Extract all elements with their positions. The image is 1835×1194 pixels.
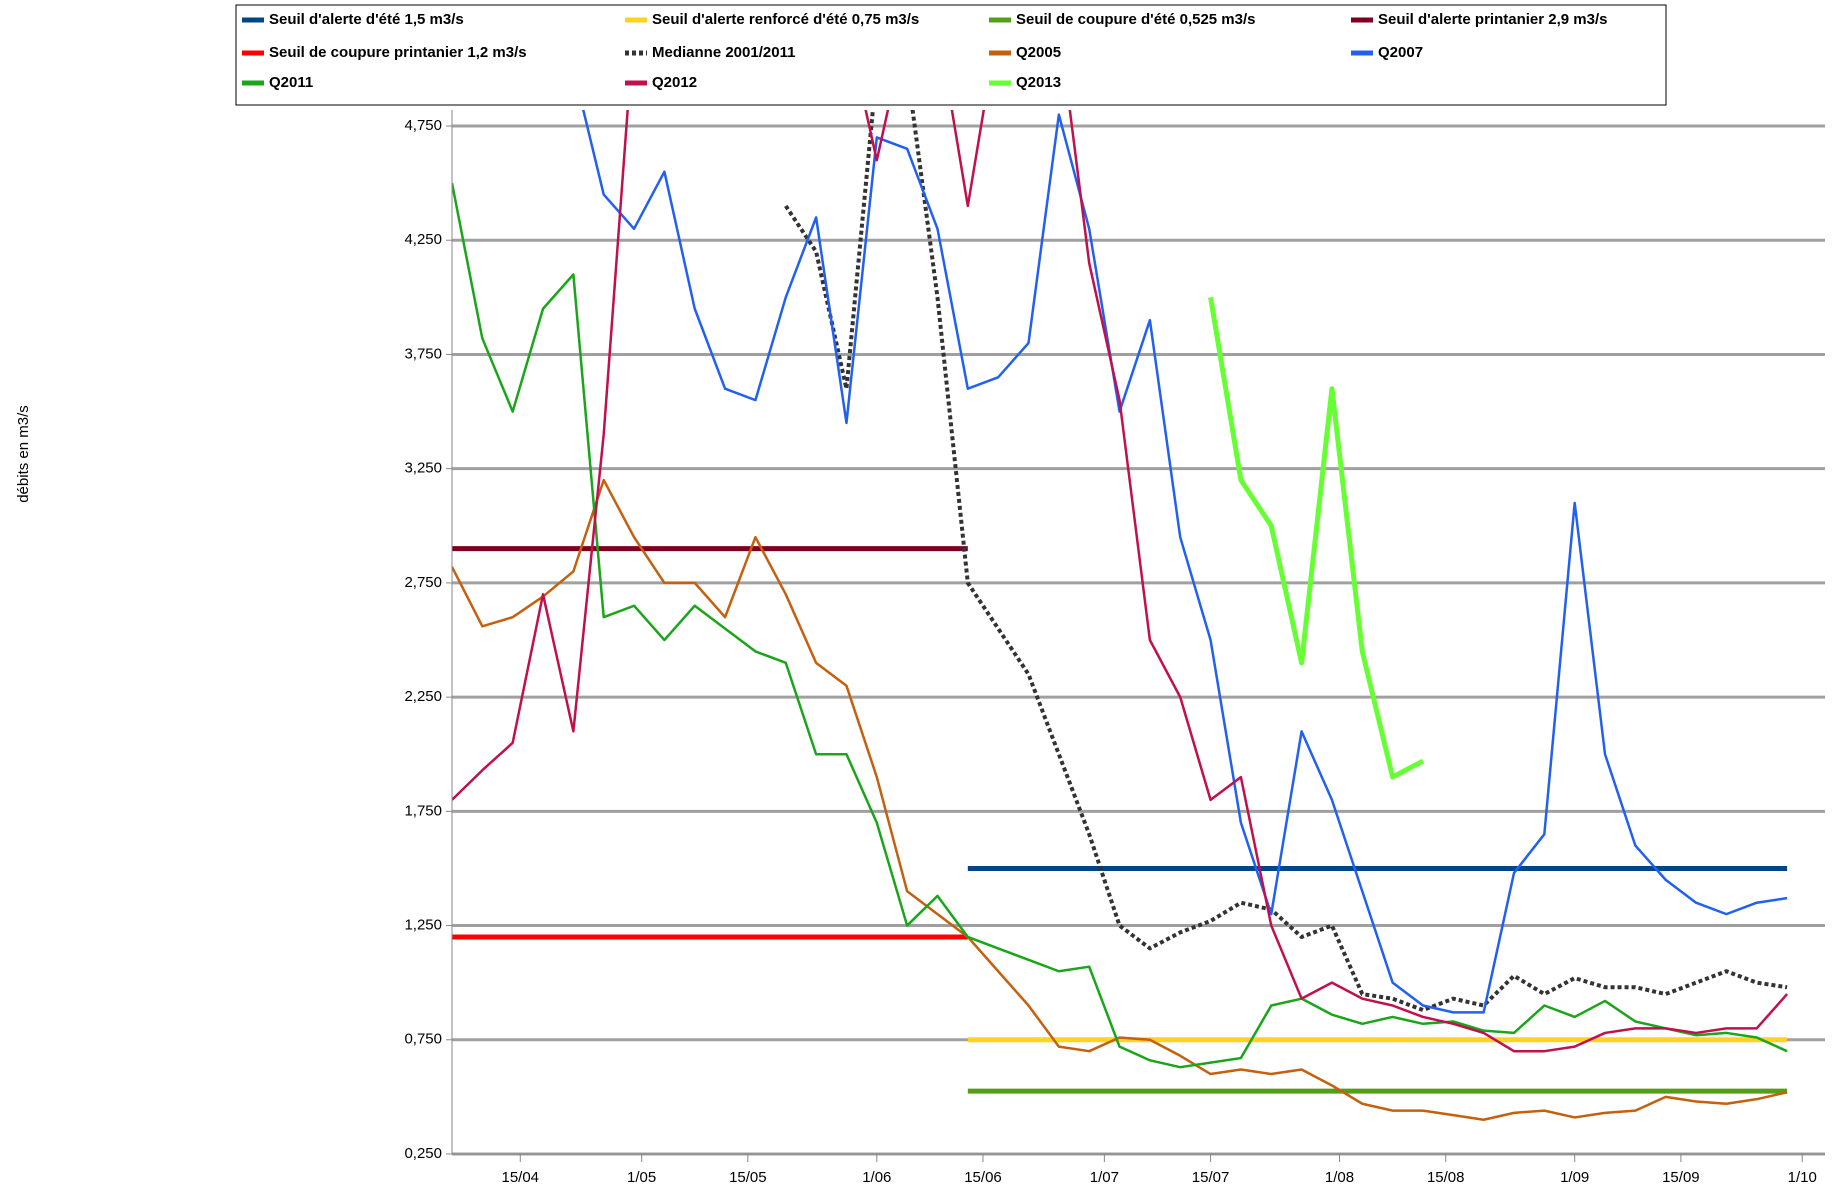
series-line xyxy=(1208,296,1425,780)
y-tick-label: 3,250 xyxy=(404,460,442,477)
plot-area xyxy=(452,110,1789,1121)
legend-label: Seuil d'alerte d'été 1,5 m3/s xyxy=(269,11,464,28)
x-tick-label: 15/09 xyxy=(1662,1169,1700,1186)
legend-box xyxy=(235,4,1667,106)
axes: 0,250 0,750 1,250 1,750 2,250 2,750 3,250 3,750… xyxy=(404,110,1825,1186)
y-tick-label: 0,750 xyxy=(404,1031,442,1048)
y-tick-label: 2,250 xyxy=(404,688,442,705)
series-line xyxy=(784,110,1788,1013)
legend-label: Seuil d'alerte renforcé d'été 0,75 m3/s xyxy=(652,11,919,28)
y-tick-label: 0,250 xyxy=(404,1145,442,1162)
y-tick-label: 4,250 xyxy=(404,231,442,248)
y-tick-label: 1,250 xyxy=(404,917,442,934)
series-line xyxy=(452,478,1788,1121)
x-tick-label: 1/06 xyxy=(862,1169,891,1186)
x-tick-label: 1/05 xyxy=(627,1169,656,1186)
x-tick-label: 1/10 xyxy=(1788,1169,1817,1186)
legend: Seuil d'alerte d'été 1,5 m3/s Seuil d'ale… xyxy=(242,11,1608,91)
y-axis-title: débits en m3/s xyxy=(15,405,32,503)
legend-label: Q2007 xyxy=(1378,44,1423,61)
x-tick-label: 15/07 xyxy=(1192,1169,1230,1186)
x-tick-label: 15/08 xyxy=(1427,1169,1465,1186)
x-tick-label: 15/04 xyxy=(501,1169,539,1186)
grid xyxy=(452,124,1825,1156)
x-tick-label: 15/05 xyxy=(729,1169,767,1186)
series-line xyxy=(582,110,1788,1014)
y-tick-label: 4,750 xyxy=(404,117,442,134)
legend-label: Q2011 xyxy=(269,74,313,91)
legend-label: Seuil de coupure d'été 0,525 m3/s xyxy=(1016,11,1256,28)
series-line xyxy=(452,110,1789,1053)
legend-label: Medianne 2001/2011 xyxy=(652,44,795,61)
x-tick-label: 15/06 xyxy=(964,1169,1002,1186)
legend-label: Q2012 xyxy=(652,74,697,91)
y-tick-label: 3,750 xyxy=(404,345,442,362)
legend-label: Q2005 xyxy=(1016,44,1061,61)
x-tick-label: 1/09 xyxy=(1560,1169,1589,1186)
y-tick-label: 1,750 xyxy=(404,802,442,819)
series-line xyxy=(452,182,1788,1069)
y-tick-label: 2,750 xyxy=(404,574,442,591)
legend-label: Q2013 xyxy=(1016,74,1061,91)
x-tick-label: 1/08 xyxy=(1325,1169,1354,1186)
legend-label: Seuil de coupure printanier 1,2 m3/s xyxy=(269,44,527,61)
legend-label: Seuil d'alerte printanier 2,9 m3/s xyxy=(1378,11,1608,28)
x-tick-label: 1/07 xyxy=(1090,1169,1119,1186)
